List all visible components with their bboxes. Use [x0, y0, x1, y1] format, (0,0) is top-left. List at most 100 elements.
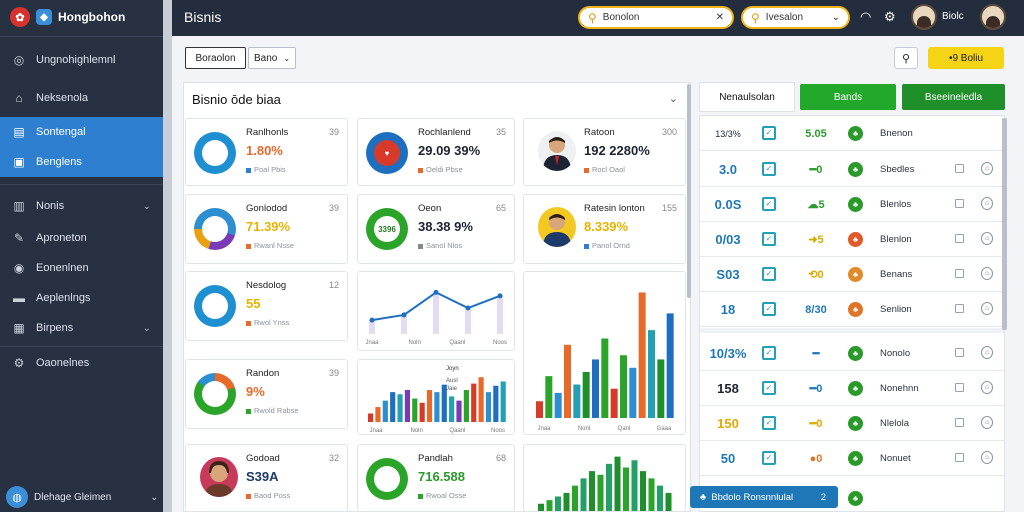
search-button[interactable]: ⚲ [894, 47, 918, 69]
kpi-card[interactable]: Pandlah 716.588 68 Rwoal Osse [357, 444, 515, 512]
lock-icon[interactable]: ⌂ [981, 416, 993, 429]
bar-mark [601, 338, 609, 418]
select-checkbox[interactable] [955, 383, 964, 392]
checkbox-icon[interactable]: ✓ [762, 232, 776, 246]
table-row[interactable]: 0.0S ✓ ☁5 ♣ Blenlos ⌂ [700, 187, 1004, 222]
table-row[interactable]: 10/3% ✓ ━ ♣ Nonolo ⌂ [700, 336, 1004, 371]
kpi-card[interactable]: Gonlodod 71.39% 39 Rwanl Nsse [185, 194, 348, 264]
select-bano[interactable]: Bano ⌄ [248, 47, 296, 69]
green-button-2[interactable]: Bseeineledla [902, 84, 1005, 110]
green-button[interactable]: Bands [800, 84, 896, 110]
lock-icon[interactable]: ⌂ [981, 162, 993, 175]
filter-select[interactable]: ⚲ Ivesalon ⌄ [741, 6, 850, 29]
kpi-card[interactable]: Ratesin lonton 8.339% 155 Panol Ornd [523, 194, 686, 264]
table-row[interactable]: 0/03 ✓ ➜5 ♣ Blenlon ⌂ [700, 222, 1004, 257]
sidebar-item-1[interactable]: ⌂ Neksenola [0, 83, 163, 113]
bar-mark [606, 463, 612, 511]
select-checkbox[interactable] [955, 304, 964, 313]
kpi-sub-text: Panol Ornd [592, 241, 630, 250]
notification-icon[interactable]: ◠ [860, 9, 872, 24]
table-row[interactable]: 18 ✓ 8/30 ♣ Senlion ⌂ [700, 292, 1004, 327]
kpi-card[interactable]: Randon 9% 39 Rwold Rabse [185, 359, 348, 429]
profile-menu[interactable]: ◍ Dlehage Gleimen ⌄ [6, 484, 158, 510]
table-row[interactable]: 150 ✓ ━0 ♣ Nlelola ⌂ [700, 406, 1004, 441]
user-avatar-2[interactable] [980, 4, 1006, 30]
checkbox-icon[interactable]: ✓ [762, 126, 776, 140]
kpi-sub: Rocl Oaol [584, 165, 625, 174]
scrollbar[interactable] [687, 84, 691, 298]
chevron-down-icon[interactable]: ⌄ [668, 93, 678, 105]
right-panel: Nenaulsolan Bands Bseeineledla 13/3% ✓ 5.0… [699, 82, 1005, 512]
status-dot-icon: ♣ [848, 346, 863, 361]
sidebar-item-8[interactable]: ▦ Birpens ⌄ [0, 313, 163, 343]
kpi-card[interactable]: Ratoon 192 2280% 300 Rocl Oaol [523, 118, 686, 186]
lock-icon[interactable]: ⌂ [981, 267, 993, 280]
bar-mark [545, 376, 553, 418]
bar-mark [485, 392, 492, 422]
kpi-count: 39 [328, 203, 339, 213]
checkbox-icon[interactable]: ✓ [762, 346, 776, 360]
sidebar-item-3[interactable]: ▣ Benglens [0, 147, 163, 177]
bar-mark [456, 400, 462, 422]
checkbox-icon[interactable]: ✓ [762, 267, 776, 281]
row-value: 0.0S [714, 197, 742, 212]
select-checkbox[interactable] [955, 348, 964, 357]
status-dot-icon: ♣ [848, 267, 863, 282]
bar-mark [657, 485, 663, 511]
select-checkbox[interactable] [955, 453, 964, 462]
avatar: ◍ [6, 486, 28, 508]
action-button[interactable]: ♣ Bbdolo Ronsnnlulal 2 [690, 486, 838, 508]
kpi-card[interactable]: 3396 Oeon 38.38 9% 65 Sanol Nlos [357, 194, 515, 264]
search-input[interactable]: ⚲ Bonolon ✕ [578, 6, 734, 29]
checkbox-icon[interactable]: ✓ [762, 162, 776, 176]
kpi-card[interactable]: Godoad S39A 32 Baod Poss [185, 444, 348, 512]
select-checkbox[interactable] [955, 199, 964, 208]
avatar [538, 131, 576, 171]
table-row[interactable]: 50 ✓ ●0 ♣ Nonuet ⌂ [700, 441, 1004, 476]
sidebar-item-7[interactable]: ▬ Aeplenlngs [0, 283, 163, 313]
kpi-card[interactable]: ♥ Rochlanlend 29.09 39% 35 Oeldi Pbse [357, 118, 515, 186]
brand[interactable]: ✿ ◆ Hongbohon [10, 7, 125, 27]
lock-icon[interactable]: ⌂ [981, 451, 993, 464]
settings-icon[interactable]: ⚙ [884, 9, 896, 24]
checkbox-icon[interactable]: ✓ [762, 381, 776, 395]
kpi-card[interactable]: Nesdolog 55 12 Rwol Ynss [185, 271, 348, 341]
select-checkbox[interactable] [955, 269, 964, 278]
scrollbar[interactable] [1002, 118, 1007, 330]
lock-icon[interactable]: ⌂ [981, 232, 993, 245]
table-row[interactable]: S03 ✓ ⟲0 ♣ Benans ⌂ [700, 257, 1004, 292]
sidebar-item-2[interactable]: ▤ Sontengal [0, 117, 163, 147]
avatar: ♥ [366, 132, 408, 174]
sidebar-item-0[interactable]: ◎ Ungnohighlemnl [0, 45, 163, 75]
lock-icon[interactable]: ⌂ [981, 302, 993, 315]
select-checkbox[interactable] [955, 234, 964, 243]
select-checkbox[interactable] [955, 418, 964, 427]
kpi-card[interactable]: Ranlhonls 1.80% 39 Poal Pbis [185, 118, 348, 186]
checkbox-icon[interactable]: ✓ [762, 302, 776, 316]
checkbox-icon[interactable]: ✓ [762, 451, 776, 465]
lock-icon[interactable]: ⌂ [981, 197, 993, 210]
row-value: 0/03 [715, 232, 741, 247]
tick-label: Qaanl [449, 340, 465, 346]
lock-icon[interactable]: ⌂ [981, 381, 993, 394]
ring-chart-icon [194, 285, 236, 327]
legend-item: Jaie [446, 386, 458, 392]
primary-button[interactable]: •9 Boliu [928, 47, 1004, 69]
sidebar-item-5[interactable]: ✎ Aproneton [0, 223, 163, 253]
select-checkbox[interactable] [955, 164, 964, 173]
kpi-count: 300 [661, 127, 677, 137]
table-row[interactable]: 3.0 ✓ ━0 ♣ Sbedles ⌂ [700, 152, 1004, 187]
sidebar-item-9[interactable]: ⚙ Oaonelnes [0, 348, 163, 378]
table-row[interactable]: 13/3% ✓ 5.05 ♣ Bnenon [700, 116, 1004, 151]
tick-label: Noln [410, 428, 422, 434]
table-row[interactable]: 158 ✓ ━0 ♣ Nonehnn ⌂ [700, 371, 1004, 406]
user-avatar[interactable] [911, 4, 937, 30]
checkbox-icon[interactable]: ✓ [762, 197, 776, 211]
lock-icon[interactable]: ⌂ [981, 346, 993, 359]
select-boraolon[interactable]: Boraolon [185, 47, 246, 69]
checkbox-icon[interactable]: ✓ [762, 416, 776, 430]
sidebar-item-4[interactable]: ▥ Nonis ⌄ [0, 191, 163, 221]
kpi-sub: Sanol Nlos [418, 241, 462, 250]
sidebar-item-6[interactable]: ◉ Eonenlnen [0, 253, 163, 283]
tab-main[interactable]: Nenaulsolan [699, 82, 795, 112]
